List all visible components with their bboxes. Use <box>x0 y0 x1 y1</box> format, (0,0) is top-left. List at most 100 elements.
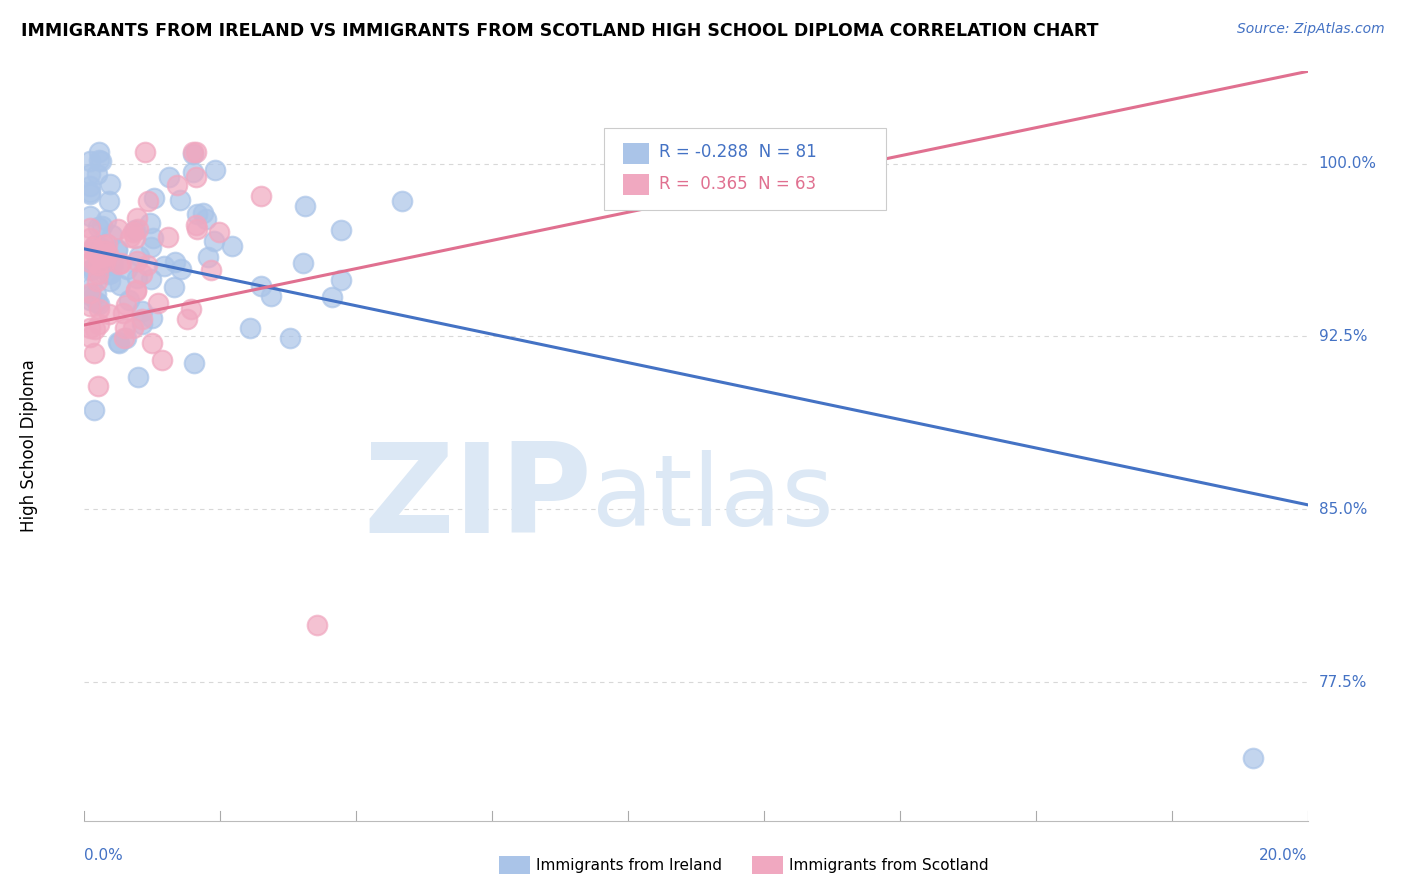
Point <box>141 336 163 351</box>
Point <box>181 145 204 159</box>
FancyBboxPatch shape <box>623 174 650 195</box>
Point <box>89 250 111 264</box>
Point <box>103 258 125 272</box>
Point <box>142 191 165 205</box>
Point <box>105 242 128 256</box>
Point <box>128 249 150 263</box>
Point <box>136 258 159 272</box>
Point <box>79 263 101 277</box>
Point <box>141 310 163 325</box>
Point <box>291 256 314 270</box>
Point <box>110 278 132 293</box>
Point <box>136 194 159 208</box>
Point <box>127 222 149 236</box>
Point <box>107 257 129 271</box>
Point <box>82 253 104 268</box>
Point <box>79 178 101 193</box>
Point <box>97 194 120 208</box>
Point <box>260 289 283 303</box>
Point <box>202 234 225 248</box>
Point <box>321 290 343 304</box>
Point <box>141 272 163 286</box>
Point <box>329 273 352 287</box>
Point <box>170 261 193 276</box>
Point <box>87 267 110 281</box>
Point <box>79 286 101 301</box>
Point <box>80 279 103 293</box>
Text: 77.5%: 77.5% <box>1319 675 1367 690</box>
Point <box>83 346 105 360</box>
FancyBboxPatch shape <box>623 143 650 163</box>
Point <box>118 293 141 307</box>
Text: IMMIGRANTS FROM IRELAND VS IMMIGRANTS FROM SCOTLAND HIGH SCHOOL DIPLOMA CORRELAT: IMMIGRANTS FROM IRELAND VS IMMIGRANTS FR… <box>21 22 1098 40</box>
Point <box>82 261 104 276</box>
Point <box>139 216 162 230</box>
Point <box>208 226 231 240</box>
Point <box>163 254 186 268</box>
Point <box>79 187 101 202</box>
Point <box>107 335 129 350</box>
Point <box>127 211 149 226</box>
Point <box>294 199 316 213</box>
Point <box>114 321 136 335</box>
Point <box>118 230 141 244</box>
Point <box>100 257 122 271</box>
Point <box>93 238 115 252</box>
Point <box>186 222 208 236</box>
Point <box>124 231 146 245</box>
Point <box>96 237 118 252</box>
Point <box>184 169 207 184</box>
Point <box>90 219 112 234</box>
Point <box>86 167 108 181</box>
Point <box>157 170 180 185</box>
Point <box>80 261 103 276</box>
Point <box>82 240 104 254</box>
Point <box>278 331 301 345</box>
Point <box>90 153 112 168</box>
Point <box>141 240 163 254</box>
Point <box>93 255 115 269</box>
Point <box>110 256 132 270</box>
Point <box>181 165 204 179</box>
Point <box>115 331 138 345</box>
Text: 85.0%: 85.0% <box>1319 502 1367 516</box>
Point <box>79 288 101 302</box>
Point <box>115 298 138 312</box>
Point <box>89 240 111 254</box>
Point <box>193 206 215 220</box>
Text: 20.0%: 20.0% <box>1260 848 1308 863</box>
Point <box>79 299 101 313</box>
Point <box>134 145 156 159</box>
Point <box>131 312 153 326</box>
Point <box>79 293 101 307</box>
Point <box>90 253 112 268</box>
Point <box>194 212 217 227</box>
Point <box>239 321 262 335</box>
Point <box>98 177 121 191</box>
Point <box>79 231 101 245</box>
Point <box>98 274 121 288</box>
Point <box>107 334 129 349</box>
Point <box>124 284 146 298</box>
Point <box>100 228 122 243</box>
Point <box>79 329 101 343</box>
Point <box>79 209 101 223</box>
Text: Immigrants from Scotland: Immigrants from Scotland <box>789 858 988 872</box>
Point <box>89 317 111 331</box>
Point <box>83 403 105 417</box>
Point <box>221 239 243 253</box>
Point <box>79 254 101 268</box>
Point <box>89 153 111 167</box>
Point <box>184 218 207 232</box>
Point <box>148 296 170 310</box>
Point <box>131 303 153 318</box>
Point <box>186 145 208 159</box>
Text: Immigrants from Ireland: Immigrants from Ireland <box>536 858 721 872</box>
Point <box>200 263 222 277</box>
Point <box>122 226 145 240</box>
Point <box>125 254 148 268</box>
Point <box>391 194 413 209</box>
Point <box>180 302 202 317</box>
Point <box>330 223 353 237</box>
Point <box>250 188 273 202</box>
